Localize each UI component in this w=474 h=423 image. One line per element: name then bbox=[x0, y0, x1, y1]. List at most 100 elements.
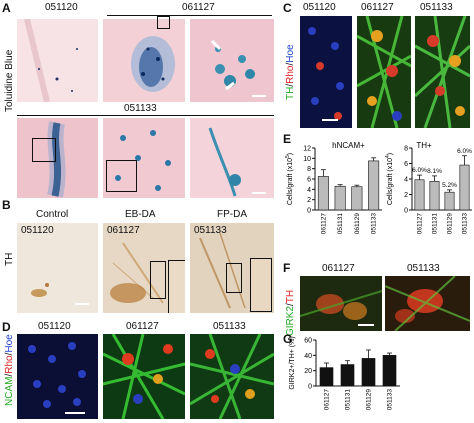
chart-e-right-title: TH+ bbox=[416, 141, 432, 150]
panel-a-sample-1: 051120 bbox=[45, 2, 78, 13]
panel-b-stain-label: TH bbox=[4, 252, 15, 266]
chart-e-right-bar bbox=[444, 191, 455, 211]
chart-e-left-ytick-label: 10 bbox=[303, 156, 311, 163]
chart-g-ytick-label: 0 bbox=[308, 384, 312, 391]
panel-g-label: G bbox=[283, 332, 293, 346]
panel-b-image-eb-da-sample: 061127 bbox=[107, 225, 140, 236]
panel-a-image-061127-low bbox=[103, 19, 185, 102]
chart-g-ytick-label: 40 bbox=[304, 353, 312, 360]
panel-b-image-eb-da: 061127 bbox=[103, 223, 185, 313]
chart-e-left-ytick-label: 4 bbox=[307, 187, 311, 194]
chart-e-right-ytick-label: 8 bbox=[404, 146, 408, 153]
chart-e-left-ytick-label: 2 bbox=[307, 197, 311, 204]
panel-f-stain-label: GIRK2/TH bbox=[285, 290, 296, 336]
chart-e-left-ytick-label: 8 bbox=[307, 166, 311, 173]
chart-e-left-xtick-label: 061127 bbox=[320, 213, 327, 235]
chart-e-left-ylabel-sup: 5 bbox=[285, 155, 291, 158]
panel-f-stain-part-3: TH bbox=[285, 289, 296, 304]
chart-g-bar bbox=[340, 364, 355, 387]
chart-e-right-ylabel-end: ) bbox=[387, 153, 394, 155]
chart-e-left-xtick-label: 051131 bbox=[337, 213, 344, 235]
chart-e-right-xtick-label: 061129 bbox=[447, 213, 454, 235]
panel-b-col-fp-da: FP-DA bbox=[217, 209, 247, 220]
chart-e-right-ytick-label: 2 bbox=[404, 192, 408, 199]
panel-a-image-051133-mid bbox=[103, 118, 185, 198]
chart-g-ylabel: GIRK2+/TH+ (%) bbox=[289, 336, 296, 389]
panel-e-label: E bbox=[283, 132, 292, 146]
panel-a-inset-box bbox=[157, 16, 170, 29]
panel-d-sample-2: 061127 bbox=[126, 321, 159, 332]
panel-a-stain-label: Toluidine Blue bbox=[4, 49, 15, 112]
chart-g-ytick-label: 20 bbox=[304, 368, 312, 375]
chart-e-left-bar bbox=[351, 186, 363, 211]
panel-b-image-control-sample: 051120 bbox=[21, 225, 54, 236]
chart-e-hncam: 0 2 4 6 8 10 12 Cells/graft (x105) hNCAM+ 061127 0… bbox=[285, 141, 382, 235]
panel-c-label: C bbox=[283, 1, 292, 15]
chart-e-right-ylabel-sup: 4 bbox=[385, 155, 391, 158]
panel-a-image-051120 bbox=[17, 19, 98, 102]
panel-d-stain-part-3: Rho bbox=[4, 355, 15, 374]
panel-c-stain-part-1: TH bbox=[285, 86, 296, 100]
panel-d-stain-part-2: / bbox=[4, 373, 15, 377]
chart-e-right-ytick-label: 0 bbox=[404, 208, 408, 215]
panel-d-image-051133 bbox=[190, 334, 274, 419]
panel-b-col-eb-da: EB-DA bbox=[125, 209, 156, 220]
chart-e-left-bar bbox=[317, 176, 329, 211]
chart-e-right-xtick-label: 051133 bbox=[462, 213, 469, 235]
chart-e-left-ytick-label: 6 bbox=[307, 177, 311, 184]
chart-e-left-ylabel: Cells/graft (x105) bbox=[285, 153, 294, 205]
panel-f-image-051133 bbox=[385, 276, 470, 331]
panel-c-image-051133 bbox=[415, 16, 470, 128]
panel-c-sample-3: 051133 bbox=[420, 2, 453, 13]
panel-b-image-control: 051120 bbox=[17, 223, 98, 313]
chart-g-girk2: 0 20 40 60 GIRK2+/TH+ (%) 061127 051131 061129 0… bbox=[289, 336, 400, 411]
chart-e-th: 0 2 4 6 8 Cells/graft (x104) TH+ 6.0% 061127 8.1%… bbox=[385, 141, 472, 235]
panel-d-stain-part-5: Hoe bbox=[4, 334, 15, 353]
chart-e-left-ytick-label: 0 bbox=[307, 208, 311, 215]
panel-a-sample-2: 061127 bbox=[182, 2, 215, 13]
chart-g-xtick-label: 051131 bbox=[345, 389, 352, 411]
panel-c-stain-part-4: / bbox=[285, 62, 296, 66]
panel-f-sample-1: 061127 bbox=[322, 263, 355, 274]
panel-d-label: D bbox=[2, 320, 11, 334]
panel-c-sample-1: 051120 bbox=[303, 2, 336, 13]
chart-e-right-percent-label: 8.1% bbox=[427, 168, 442, 175]
chart-e-right-ytick-label: 6 bbox=[404, 161, 408, 168]
chart-g-bar bbox=[382, 355, 397, 387]
panel-a-sample-2-rule bbox=[107, 15, 272, 16]
chart-e-right-bar bbox=[459, 164, 470, 211]
chart-e-left-ytick-label: 12 bbox=[303, 146, 311, 153]
panel-b-image-fp-da: 051133 bbox=[190, 223, 274, 313]
chart-g-bar bbox=[361, 358, 376, 387]
panel-a-image-051133-high bbox=[190, 118, 274, 198]
chart-e-right-ylabel: Cells/graft (x104) bbox=[385, 153, 394, 205]
chart-e-right-bar bbox=[414, 179, 425, 211]
panel-d-image-051120 bbox=[17, 334, 98, 419]
chart-g-xtick-label: 051133 bbox=[387, 389, 394, 411]
chart-e-right-percent-label: 6.0% bbox=[412, 167, 427, 174]
panel-a-sample-3: 051133 bbox=[124, 103, 157, 114]
chart-e-left-xtick-label: 061129 bbox=[354, 213, 361, 235]
panel-c-stain-label: TH/Rho/Hoe bbox=[285, 44, 296, 100]
panel-c-stain-part-2: / bbox=[285, 83, 296, 87]
chart-e-left-xtick-label: 051133 bbox=[371, 213, 378, 235]
panel-b-image-fp-da-sample: 051133 bbox=[194, 225, 227, 236]
panel-b-col-control: Control bbox=[36, 209, 69, 220]
chart-g-xtick-label: 061129 bbox=[366, 389, 373, 411]
chart-e-right-xtick-label: 061127 bbox=[417, 213, 424, 235]
panel-c-stain-part-5: Hoe bbox=[285, 44, 296, 63]
chart-e-left-bar bbox=[334, 185, 346, 211]
chart-g-xtick-label: 061127 bbox=[324, 389, 331, 411]
panel-d-image-061127 bbox=[103, 334, 185, 419]
panel-a-image-061127-high bbox=[190, 19, 274, 102]
chart-e-right-ytick-label: 4 bbox=[404, 177, 408, 184]
panel-c-image-051120 bbox=[300, 16, 352, 128]
panel-f-sample-2: 051133 bbox=[407, 263, 440, 274]
chart-e-left-bar bbox=[368, 160, 380, 211]
panel-f-stain-part-2: / bbox=[285, 303, 296, 306]
chart-e-right-bar bbox=[429, 181, 440, 211]
chart-e-left-title: hNCAM+ bbox=[332, 141, 365, 150]
panel-f-label: F bbox=[283, 261, 291, 275]
chart-g-ytick-label: 60 bbox=[304, 338, 312, 345]
panel-f-image-061127 bbox=[300, 276, 382, 331]
